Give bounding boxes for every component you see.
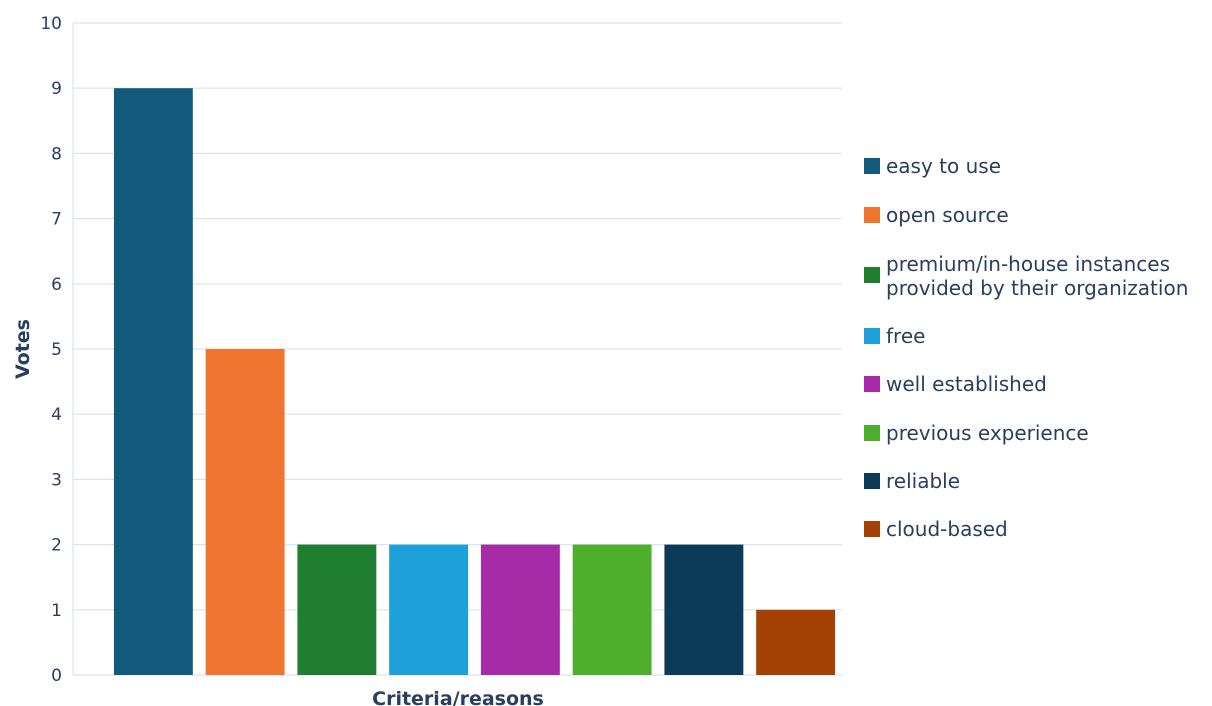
y-tick-label: 8 (51, 144, 62, 164)
legend-item: free (864, 324, 925, 348)
legend-item: well established (864, 372, 1047, 396)
legend-swatch (864, 267, 880, 283)
legend-item: easy to use (864, 154, 1001, 178)
y-tick-label: 7 (51, 210, 62, 230)
y-tick-label: 1 (51, 601, 62, 621)
bar-easy-to-use (113, 88, 193, 675)
legend-swatch (864, 521, 880, 537)
legend-swatch (864, 207, 880, 223)
legend-label-line: provided by their organization (886, 276, 1188, 300)
legend-label: open source (886, 203, 1009, 227)
axes: 0 1 2 3 4 5 6 7 8 9 10 (40, 14, 74, 686)
legend-label: cloud-based (886, 517, 1008, 541)
legend-swatch (864, 425, 880, 441)
y-tick-label: 3 (51, 470, 62, 490)
bar-cloud-based (756, 609, 836, 675)
bar-premium-in-house-instances-provided-by-their-organization (297, 544, 377, 675)
legend-label: well established (886, 372, 1047, 396)
legend-label: reliable (886, 469, 960, 493)
legend-label: easy to use (886, 154, 1001, 178)
bar-reliable (664, 544, 744, 675)
y-tick-label: 9 (51, 79, 62, 99)
bar-previous-experience (572, 544, 652, 675)
grid-lines (73, 22, 842, 676)
legend-item: cloud-based (864, 517, 1008, 541)
legend-label: previous experience (886, 421, 1089, 445)
bar-free (389, 544, 469, 675)
legend: easy to use open source premium/in-house i… (864, 154, 1188, 541)
y-tick-label: 2 (51, 536, 62, 556)
legend-item: reliable (864, 469, 960, 493)
y-tick-label: 5 (51, 340, 62, 360)
legend-swatch (864, 473, 880, 489)
y-tick-label: 0 (51, 666, 62, 686)
legend-label: free (886, 324, 925, 348)
legend-item: previous experience (864, 421, 1089, 445)
legend-item: open source (864, 203, 1009, 227)
legend-swatch (864, 376, 880, 392)
legend-swatch (864, 328, 880, 344)
bars (113, 88, 836, 675)
bar-well-established (480, 544, 560, 675)
legend-swatch (864, 158, 880, 174)
legend-label-line: premium/in-house instances (886, 252, 1170, 276)
x-axis-title: Criteria/reasons (372, 688, 544, 706)
bar-open-source (205, 349, 285, 675)
y-tick-label: 6 (51, 275, 62, 295)
y-axis-title: Votes (12, 319, 34, 379)
y-tick-label: 4 (51, 405, 62, 425)
y-tick-label: 10 (40, 14, 62, 34)
